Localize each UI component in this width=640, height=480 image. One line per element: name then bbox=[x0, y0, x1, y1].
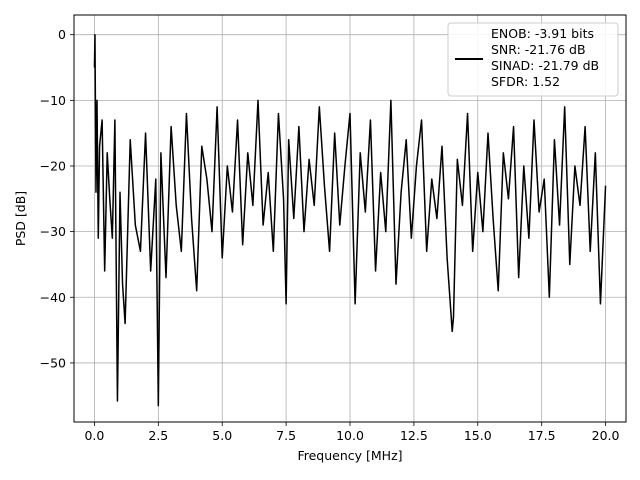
x-tick-label: 20.0 bbox=[592, 428, 620, 443]
legend-entry-enob: ENOB: -3.91 bits bbox=[491, 26, 594, 41]
y-tick-label: 0 bbox=[58, 27, 66, 42]
plot-frame bbox=[73, 14, 627, 423]
x-axis-ticks: 0.0 2.5 5.0 7.5 10.0 12.5 15.0 17.5 20.0 bbox=[84, 422, 620, 443]
y-axis-label: PSD [dB] bbox=[13, 191, 28, 246]
legend-box bbox=[447, 22, 619, 97]
y-tick-label: −40 bbox=[40, 290, 66, 305]
legend-entry-sfdr: SFDR: 1.52 bbox=[491, 74, 560, 89]
series-layer bbox=[93, 33, 607, 407]
x-tick-label: 12.5 bbox=[400, 428, 428, 443]
x-tick-label: 10.0 bbox=[336, 428, 364, 443]
x-axis-label: Frequency [MHz] bbox=[297, 448, 402, 463]
legend-entry-sinad: SINAD: -21.79 dB bbox=[491, 58, 599, 73]
x-tick-label: 2.5 bbox=[148, 428, 168, 443]
y-tick-label: −30 bbox=[40, 224, 66, 239]
y-tick-label: −50 bbox=[40, 355, 66, 370]
legend: ENOB: -3.91 bits SNR: -21.76 dB SINAD: -… bbox=[447, 22, 619, 97]
x-tick-label: 7.5 bbox=[276, 428, 296, 443]
y-tick-label: −10 bbox=[40, 93, 66, 108]
x-tick-label: 17.5 bbox=[528, 428, 556, 443]
x-tick-label: 15.0 bbox=[464, 428, 492, 443]
x-tick-label: 5.0 bbox=[212, 428, 232, 443]
legend-entry-snr: SNR: -21.76 dB bbox=[491, 42, 586, 57]
x-tick-label: 0.0 bbox=[84, 428, 104, 443]
y-axis-ticks: 0 −10 −20 −30 −40 −50 bbox=[40, 27, 74, 370]
series-line-0 bbox=[93, 33, 607, 407]
y-tick-label: −20 bbox=[40, 158, 66, 173]
